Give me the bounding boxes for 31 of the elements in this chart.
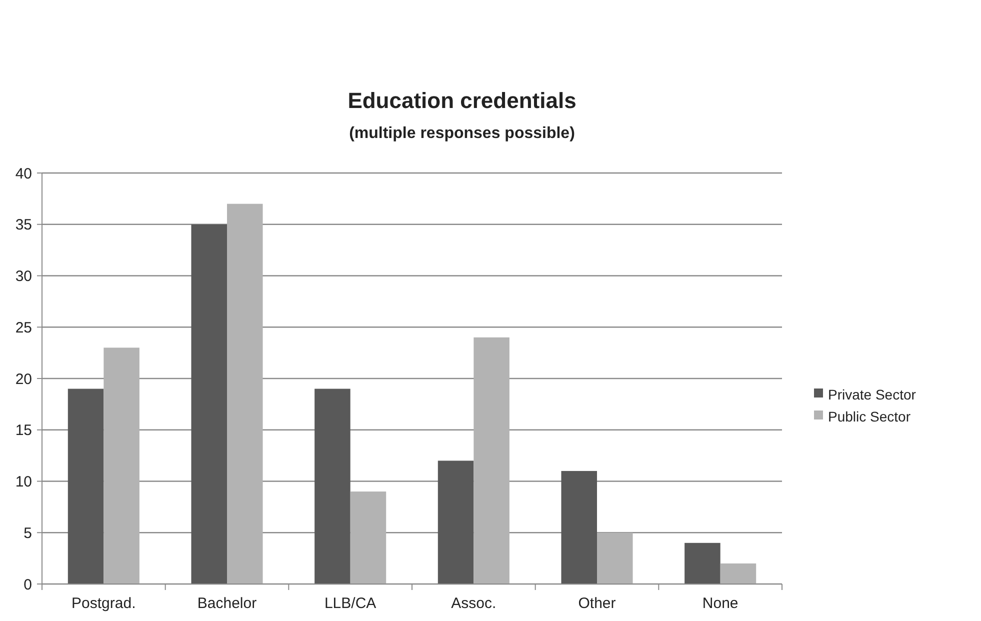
- x-tick-label: LLB/CA: [324, 595, 376, 612]
- y-tick-label: 10: [15, 474, 32, 490]
- x-tick-label: Assoc.: [451, 595, 496, 612]
- bar: [438, 460, 474, 584]
- bar: [227, 204, 263, 584]
- bar: [561, 470, 597, 584]
- y-tick-label: 5: [24, 524, 32, 542]
- y-tick-label: 15: [15, 422, 32, 440]
- bar: [684, 542, 720, 584]
- y-tick-label: 20: [15, 370, 32, 388]
- bar: [191, 224, 227, 584]
- bar: [104, 348, 140, 584]
- x-tick-label: Bachelor: [197, 595, 257, 612]
- chart-title: Education credentials: [348, 88, 576, 113]
- chart-subtitle: (multiple responses possible): [349, 125, 575, 142]
- bar: [68, 388, 104, 584]
- x-tick-label: Postgrad.: [72, 595, 136, 612]
- bar: [597, 532, 633, 584]
- y-tick-label: 35: [15, 216, 32, 234]
- y-tick-label: 0: [24, 576, 32, 594]
- y-tick-label: 40: [15, 165, 32, 182]
- legend-label: Private Sector: [828, 386, 916, 402]
- x-tick-label: None: [702, 595, 738, 612]
- bar: [720, 563, 756, 584]
- x-tick-label: Other: [578, 595, 616, 612]
- legend-label: Public Sector: [828, 408, 911, 424]
- y-tick-label: 30: [15, 268, 32, 285]
- y-tick-label: 25: [15, 319, 32, 336]
- bar: [314, 388, 350, 584]
- bar: [350, 492, 386, 584]
- bar: [474, 337, 510, 584]
